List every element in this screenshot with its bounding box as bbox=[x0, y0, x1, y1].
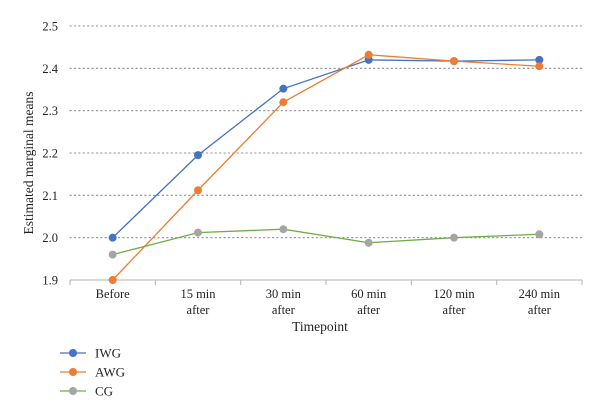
gridlines bbox=[69, 25, 583, 239]
x-tick-label: 120 min after bbox=[433, 287, 475, 317]
x-tick-label: 15 min after bbox=[180, 287, 216, 317]
y-tick-label: 2.3 bbox=[42, 104, 58, 118]
series-line-cg bbox=[112, 228, 540, 256]
data-point-iwg bbox=[279, 84, 288, 93]
axes: 1.9 2.0 2.1 2.2 2.3 2.4 2.5 Before 15 min after 30… bbox=[42, 20, 583, 317]
y-tick-label: 2.2 bbox=[42, 147, 58, 161]
legend: IWG AWG CG bbox=[60, 346, 125, 399]
y-tick-label: 2.5 bbox=[42, 20, 58, 34]
legend-label-cg: CG bbox=[95, 384, 113, 399]
data-point-awg bbox=[108, 276, 117, 284]
legend-marker-cg bbox=[69, 387, 77, 395]
y-tick-label: 2.1 bbox=[42, 189, 58, 203]
y-axis-title: Estimated marginal means bbox=[21, 92, 36, 235]
data-point-awg bbox=[364, 50, 373, 59]
data-point-awg bbox=[450, 57, 458, 66]
data-point-iwg bbox=[108, 233, 117, 242]
x-tick-label: 30 min after bbox=[266, 287, 302, 317]
x-axis-title: Timepoint bbox=[292, 319, 348, 334]
series bbox=[108, 50, 544, 284]
data-point-cg bbox=[194, 228, 202, 237]
data-point-cg bbox=[279, 225, 288, 234]
data-point-awg bbox=[194, 186, 202, 195]
y-tick-label: 2.0 bbox=[42, 231, 58, 245]
data-point-iwg bbox=[194, 151, 202, 160]
data-point-cg bbox=[535, 230, 544, 239]
data-point-cg bbox=[108, 250, 117, 259]
legend-marker-iwg bbox=[69, 349, 77, 357]
x-tick-label: 60 min after bbox=[351, 287, 387, 317]
legend-label-awg: AWG bbox=[95, 365, 125, 380]
y-tick-label: 2.4 bbox=[42, 62, 58, 76]
legend-label-iwg: IWG bbox=[95, 346, 121, 361]
y-tick-label: 1.9 bbox=[42, 274, 58, 288]
data-point-awg bbox=[535, 62, 544, 71]
legend-marker-awg bbox=[69, 368, 77, 376]
series-line-iwg bbox=[112, 59, 540, 239]
series-line-awg bbox=[112, 54, 540, 281]
data-point-cg bbox=[364, 238, 373, 247]
x-tick-label: 240 min after bbox=[519, 287, 561, 317]
data-point-cg bbox=[450, 233, 458, 242]
data-point-awg bbox=[279, 98, 288, 107]
data-point-iwg bbox=[535, 55, 544, 64]
x-tick-label: Before bbox=[96, 287, 130, 301]
